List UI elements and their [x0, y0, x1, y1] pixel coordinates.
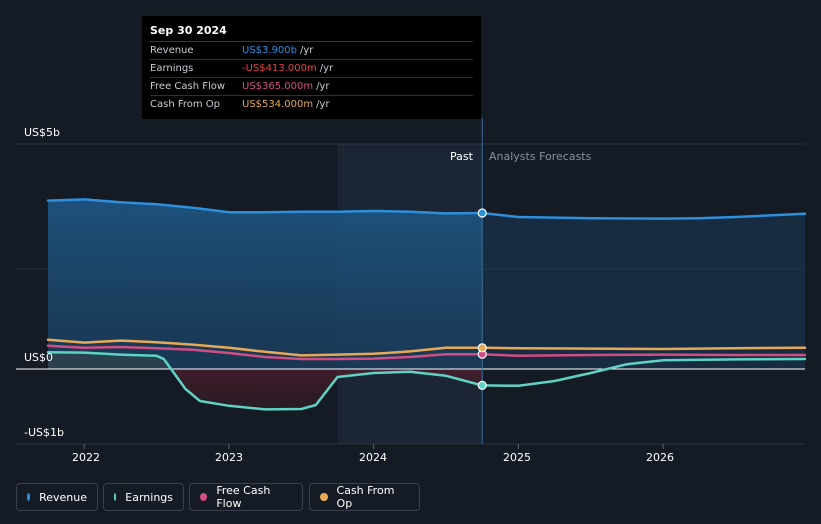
- tooltip-label: Cash From Op: [150, 99, 221, 110]
- tooltip-row-earnings: Earnings -US$413.000m /yr: [150, 60, 473, 78]
- cash-from-op-line: [46, 338, 807, 357]
- tooltip-value: US$365.000m: [242, 81, 314, 92]
- cash-from-op-marker: [477, 343, 487, 353]
- tooltip-unit: /yr: [316, 81, 330, 92]
- revenue-marker: [477, 208, 487, 218]
- legend-label: Earnings: [125, 490, 173, 504]
- forecast-label: Analysts Forecasts: [489, 150, 592, 163]
- revenue-area-past: [48, 199, 483, 369]
- legend-dot-icon: [200, 493, 208, 501]
- tooltip-unit: /yr: [300, 45, 314, 56]
- tooltip-row-free-cash-flow: Free Cash Flow US$365.000m /yr: [150, 78, 473, 96]
- legend-label: Free Cash Flow: [216, 484, 271, 510]
- y-tick-label: US$0: [24, 351, 54, 364]
- past-label: Past: [450, 150, 473, 163]
- legend-label: Revenue: [39, 490, 87, 504]
- earnings-marker: [477, 380, 487, 390]
- legend-item-cash-from-op[interactable]: Cash From Op: [309, 483, 420, 511]
- free-cash-flow-line: [46, 344, 807, 361]
- earnings-line: [46, 350, 807, 411]
- legend-label: Cash From Op: [336, 484, 395, 510]
- tooltip-label: Revenue: [150, 45, 194, 56]
- tooltip-date: Sep 30 2024: [150, 24, 473, 42]
- tooltip-value: US$534.000m: [242, 99, 314, 110]
- tooltip-row-revenue: Revenue US$3.900b /yr: [150, 42, 473, 60]
- earnings-negative-area: [48, 369, 483, 410]
- legend-item-earnings[interactable]: Earnings: [103, 483, 184, 511]
- legend-item-free-cash-flow[interactable]: Free Cash Flow: [189, 483, 303, 511]
- tooltip-unit: /yr: [319, 63, 334, 74]
- x-tick-label: 2025: [503, 451, 531, 464]
- x-tick-label: 2026: [646, 451, 674, 464]
- tooltip-label: Free Cash Flow: [150, 81, 226, 92]
- legend-dot-icon: [320, 493, 328, 501]
- x-tick-label: 2024: [359, 451, 387, 464]
- legend-dot-icon: [27, 493, 31, 501]
- tooltip-row-cash-from-op: Cash From Op US$534.000m /yr: [150, 96, 473, 113]
- tooltip: Sep 30 2024 Revenue US$3.900b /yr Earnin…: [142, 16, 481, 119]
- legend-dot-icon: [114, 493, 117, 501]
- x-tick-label: 2022: [72, 451, 100, 464]
- legend-item-revenue[interactable]: Revenue: [16, 483, 98, 511]
- tooltip-value: US$3.900b: [242, 45, 298, 56]
- revenue-line: [46, 198, 807, 220]
- tooltip-unit: /yr: [316, 99, 330, 110]
- x-tick-label: 2023: [215, 451, 243, 464]
- tooltip-label: Earnings: [150, 63, 194, 74]
- y-tick-label: US$5b: [24, 126, 61, 139]
- tooltip-value: -US$413.000m: [242, 63, 317, 74]
- y-tick-label: -US$1b: [24, 426, 64, 439]
